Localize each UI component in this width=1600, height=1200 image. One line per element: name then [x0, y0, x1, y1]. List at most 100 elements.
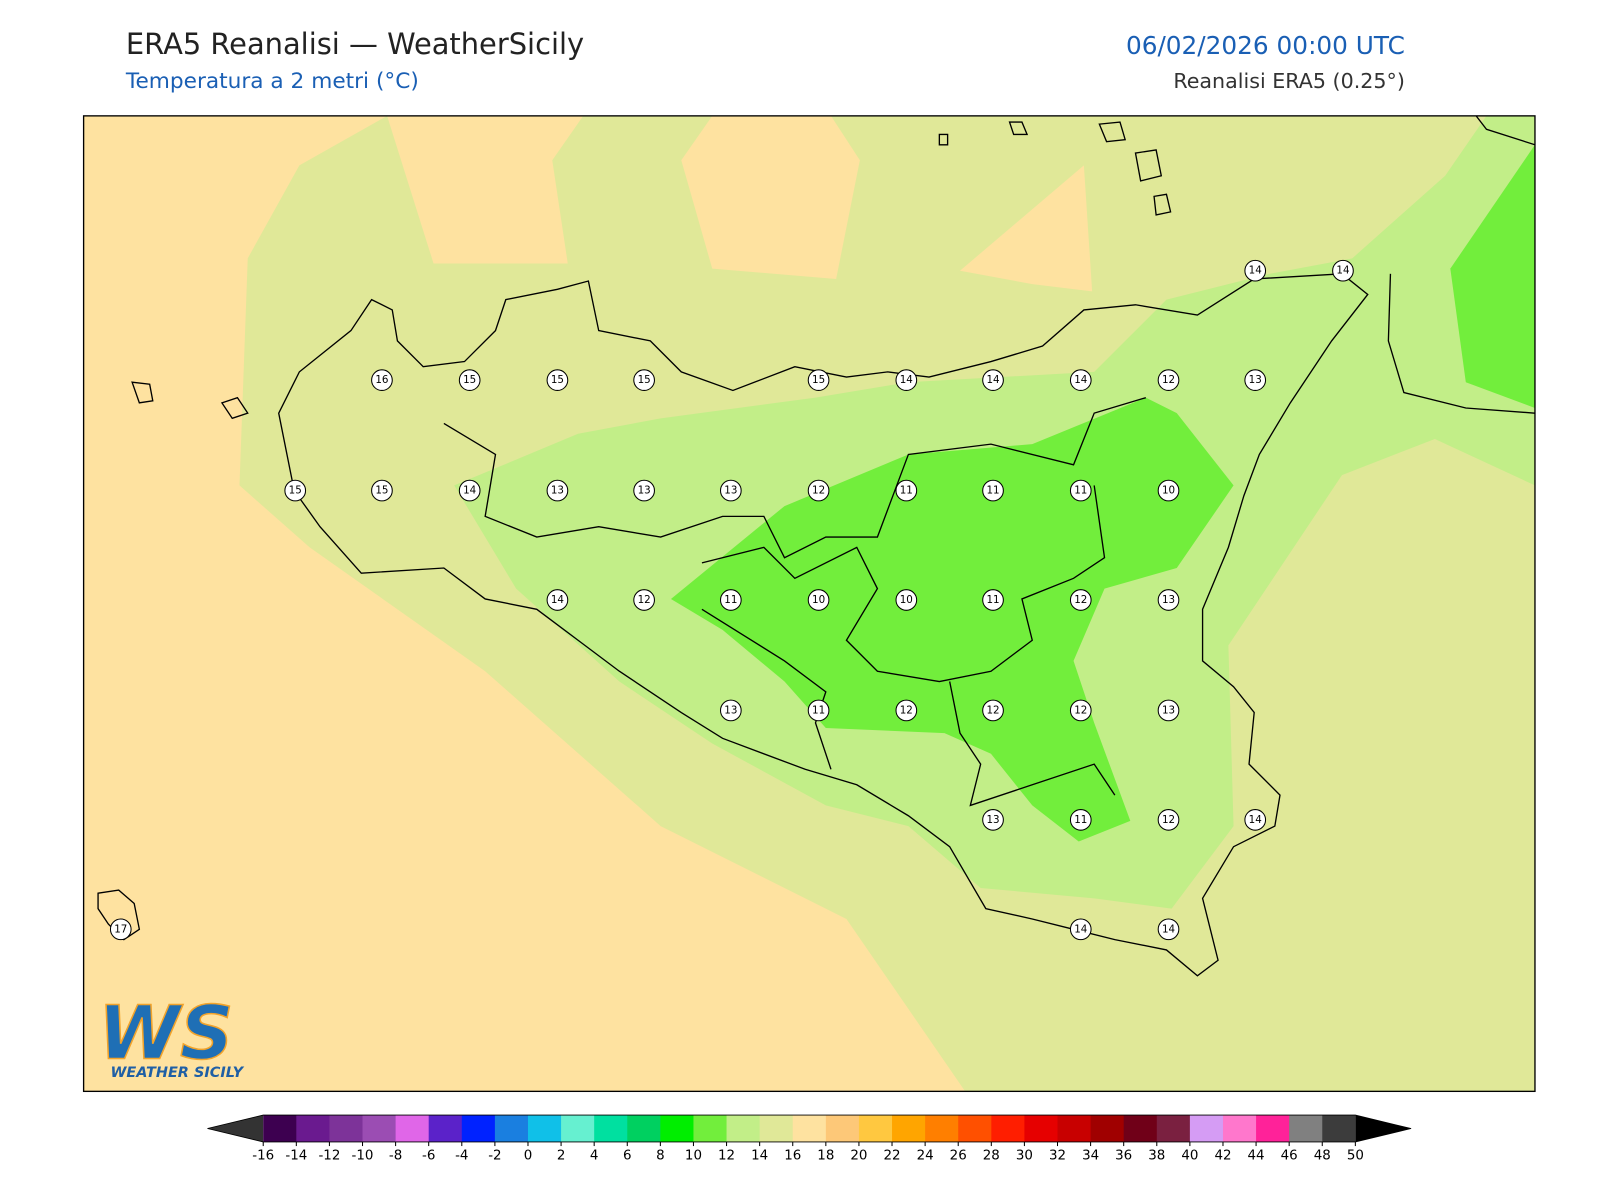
station-marker [371, 369, 393, 391]
station-value: 11 [900, 485, 913, 497]
station-marker [895, 589, 918, 611]
station-marker [982, 369, 1004, 391]
colorbar-tick-label: 2 [557, 1148, 566, 1163]
colorbar-tick-label: 40 [1181, 1148, 1198, 1163]
station-value: 13 [551, 485, 564, 497]
station-value: 10 [900, 594, 913, 606]
colorbar-tick-label: 6 [623, 1148, 632, 1163]
station-value: 15 [638, 374, 651, 386]
station-value: 14 [1162, 923, 1175, 935]
station-marker [720, 479, 742, 502]
coastline [97, 115, 1535, 977]
colorbar-swatch [428, 1115, 463, 1142]
colorbar-swatch [693, 1115, 728, 1142]
colorbar-swatch [892, 1115, 926, 1142]
station-value: 14 [1074, 923, 1087, 935]
station-marker [458, 479, 481, 502]
station-marker [720, 589, 742, 611]
colorbar-over [1355, 1115, 1412, 1142]
colorbar-tick-label: -14 [285, 1148, 307, 1163]
colorbar-swatch [1256, 1115, 1290, 1142]
station-value: 14 [900, 374, 913, 386]
station-marker [1244, 809, 1267, 831]
logo-text: WS [98, 989, 234, 1076]
colorbar-swatch [1222, 1115, 1257, 1142]
station-value: 12 [638, 594, 651, 606]
station-marker [284, 479, 307, 502]
colorbar-swatch [395, 1115, 430, 1142]
colorbar-swatch [1189, 1115, 1224, 1142]
colorbar-swatch [858, 1115, 893, 1142]
station-marker [1069, 699, 1092, 722]
station-value: 13 [1162, 704, 1175, 716]
colorbar-swatch [461, 1115, 496, 1142]
subtitle: Temperatura a 2 metri (°C) [125, 69, 419, 94]
station-value: 12 [1162, 814, 1175, 826]
zone-16-18 [960, 165, 1093, 292]
station-marker [546, 369, 569, 391]
colorbar-tick-label: 28 [983, 1148, 1000, 1163]
colorbar-tick-label: 24 [917, 1148, 934, 1163]
colorbar-swatch [561, 1115, 595, 1142]
station-marker [807, 589, 830, 611]
station-marker [458, 369, 481, 391]
station-marker [546, 589, 569, 611]
station-value: 14 [986, 374, 999, 386]
colorbar-swatch [1289, 1115, 1323, 1142]
map-frame [82, 115, 1536, 1093]
station-value: 15 [812, 374, 825, 386]
station-marker [895, 369, 918, 391]
colorbar-tick-label: 46 [1281, 1148, 1298, 1163]
station-marker [720, 699, 742, 722]
colorbar-tick-label: 26 [950, 1148, 967, 1163]
colorbar-tick-label: 42 [1214, 1148, 1231, 1163]
station-value: 12 [1074, 594, 1087, 606]
colorbar-tick-label: -10 [352, 1148, 374, 1163]
colorbar-swatch [925, 1115, 959, 1142]
colorbar-swatch [1156, 1115, 1191, 1142]
station-marker [807, 369, 830, 391]
title: ERA5 Reanalisi — WeatherSicily [126, 27, 584, 61]
colorbar-tick-label: 18 [817, 1148, 834, 1163]
colorbar-tick-label: 10 [685, 1148, 702, 1163]
station-value: 10 [1162, 485, 1175, 497]
colorbar-tick-label: 14 [751, 1148, 768, 1163]
station-value: 11 [724, 594, 737, 606]
station-marker [895, 699, 918, 722]
station-value: 13 [638, 485, 651, 497]
colorbar-tick-label: 30 [1016, 1148, 1033, 1163]
station-value: 12 [1162, 374, 1175, 386]
zone-10-12 [1450, 144, 1535, 408]
station-marker [371, 479, 393, 502]
station-marker [633, 479, 655, 502]
colorbar-tick-label: -16 [252, 1148, 274, 1163]
station-value: 12 [812, 485, 825, 497]
colorbar-tick-label: 34 [1082, 1148, 1099, 1163]
station-value: 16 [375, 374, 388, 386]
colorbar-swatch [1322, 1115, 1356, 1142]
colorbar-swatch [362, 1115, 397, 1142]
station-value: 13 [986, 814, 999, 826]
station-marker [807, 479, 830, 502]
station-marker [1157, 479, 1180, 502]
station-value: 13 [1162, 594, 1175, 606]
colorbar-swatch [660, 1115, 694, 1142]
colorbar-swatch [329, 1115, 364, 1142]
station-value: 14 [551, 594, 564, 606]
station-value: 13 [724, 485, 737, 497]
station-value: 15 [551, 374, 564, 386]
colorbar-tick-label: 36 [1115, 1148, 1132, 1163]
station-marker [1069, 369, 1092, 391]
map: 14 14 16 15 15 15 15 14 14 14 12 13 15 15 14 13 13 13 12 11… [83, 115, 1535, 1092]
station-marker [1069, 809, 1092, 831]
colorbar-swatch [263, 1115, 297, 1142]
station-value: 10 [812, 594, 825, 606]
colorbar-tick-label: -6 [422, 1148, 435, 1163]
colorbar-tick-label: 12 [718, 1148, 735, 1163]
station-value: 11 [1074, 485, 1087, 497]
colorbar-tick-label: 50 [1347, 1148, 1364, 1163]
logo: WS WEATHER SICILY [97, 989, 244, 1081]
station-marker [1069, 479, 1092, 502]
station-marker [1157, 589, 1180, 611]
colorbar-tick-label: 16 [784, 1148, 801, 1163]
